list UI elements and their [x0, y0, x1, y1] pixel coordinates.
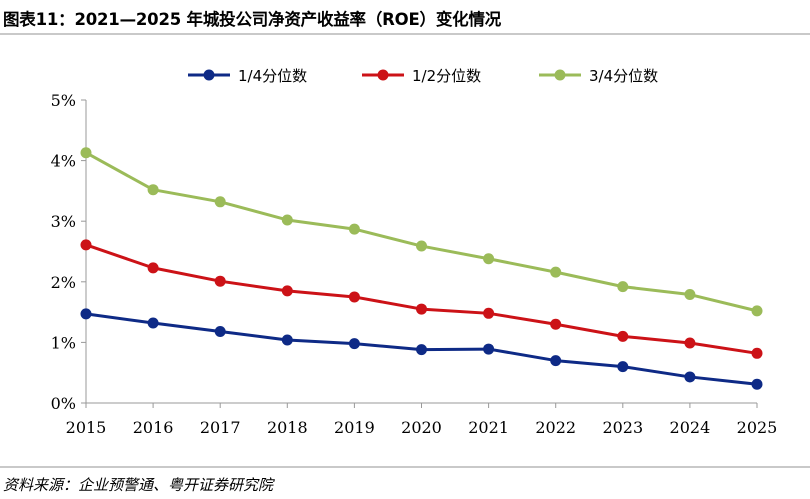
x-tick-label: 2025 [737, 418, 778, 437]
data-point [80, 239, 92, 251]
data-point [281, 334, 293, 346]
data-point [617, 361, 629, 373]
series-layer [80, 147, 763, 390]
data-point [80, 308, 92, 320]
data-point [147, 317, 159, 329]
chart-title: 图表11：2021—2025 年城投公司净资产收益率（ROE）变化情况 [3, 10, 502, 29]
data-point [483, 343, 495, 355]
legend-swatch-marker [203, 69, 215, 81]
y-tick-label: 1% [51, 333, 76, 352]
legend-swatch-marker [377, 69, 389, 81]
series-line [85, 243, 758, 355]
data-point [416, 240, 427, 252]
line-chart: 1/4分位数 1/2分位数 3/4分位数 0% 1% 2% 3% 4% 5% 2015 2016 2… [51, 67, 778, 437]
data-point [214, 275, 226, 287]
data-point [416, 344, 427, 356]
y-tick-label: 3% [51, 212, 76, 231]
legend-label: 3/4分位数 [589, 67, 658, 85]
data-point [147, 262, 159, 274]
x-tick-label: 2015 [66, 418, 107, 437]
data-point [348, 338, 360, 350]
data-point [550, 355, 562, 367]
x-tick-label: 2024 [670, 418, 711, 437]
x-tick-label: 2016 [133, 418, 174, 437]
data-point [348, 223, 360, 235]
data-point [684, 289, 696, 301]
data-point [483, 253, 495, 265]
x-tick-label: 2020 [401, 418, 442, 437]
x-tick-label: 2021 [468, 418, 509, 437]
x-tick-label: 2018 [267, 418, 308, 437]
x-tick-label: 2017 [200, 418, 241, 437]
data-point [416, 303, 427, 315]
y-tick-label: 2% [51, 273, 76, 292]
data-point [617, 330, 629, 342]
legend: 1/4分位数 1/2分位数 3/4分位数 [188, 67, 658, 85]
y-tick-label: 5% [51, 91, 76, 110]
y-tick-label: 4% [51, 152, 76, 171]
y-tick-label: 0% [51, 394, 76, 413]
legend-label: 1/4分位数 [238, 67, 307, 85]
data-point [281, 285, 293, 297]
data-point [684, 371, 696, 383]
data-point [550, 266, 562, 278]
legend-swatch-marker [554, 69, 566, 81]
x-tick-label: 2022 [535, 418, 576, 437]
axes: 0% 1% 2% 3% 4% 5% 2015 2016 2017 2018 2019 2020 2021… [51, 91, 778, 437]
data-point [751, 305, 763, 317]
data-point [550, 318, 562, 330]
data-point [80, 147, 92, 159]
data-point [751, 347, 763, 359]
series-line [85, 151, 758, 313]
data-point [214, 196, 226, 208]
data-point [483, 307, 495, 319]
source-note: 资料来源：企业预警通、粤开证券研究院 [3, 476, 274, 494]
data-point [214, 325, 226, 337]
x-tick-label: 2019 [334, 418, 375, 437]
data-point [348, 291, 360, 303]
x-tick-label: 2023 [602, 418, 643, 437]
data-point [617, 281, 629, 293]
source-divider [0, 466, 810, 468]
data-point [147, 184, 159, 196]
data-point [281, 214, 293, 226]
legend-label: 1/2分位数 [412, 67, 481, 85]
title-divider [0, 33, 810, 35]
data-point [751, 378, 763, 390]
data-point [684, 337, 696, 349]
